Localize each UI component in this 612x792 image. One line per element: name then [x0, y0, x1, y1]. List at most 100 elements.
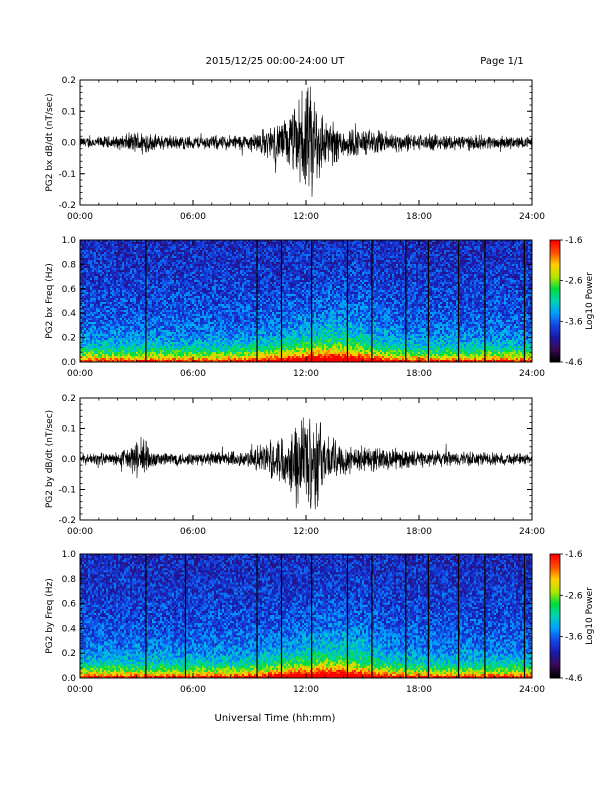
spectrogram-cell	[134, 242, 137, 245]
spectrogram-cell	[94, 278, 97, 281]
spectrogram-cell	[126, 246, 129, 249]
spectrogram-cell	[88, 354, 91, 357]
spectrogram-cell	[100, 254, 103, 257]
spectrogram-cell	[100, 348, 103, 351]
spectrogram-cell	[112, 300, 115, 303]
spectrogram-cell	[136, 292, 139, 295]
spectrogram-cell	[112, 298, 115, 301]
spectrogram-cell	[122, 304, 125, 307]
spectrogram-cell	[124, 276, 127, 279]
spectrogram-cell	[116, 306, 119, 309]
spectrogram-cell	[128, 316, 131, 319]
spectrogram-cell	[138, 312, 141, 315]
spectrogram-cell	[144, 246, 147, 249]
spectrogram-cell	[152, 338, 155, 341]
spectrogram-cell	[152, 252, 155, 255]
spectrogram-cell	[94, 332, 97, 335]
spectrogram-cell	[106, 246, 109, 249]
spectrogram-cell	[146, 338, 149, 341]
spectrogram-cell	[106, 320, 109, 323]
spectrogram-cell	[128, 312, 131, 315]
spectrogram-cell	[102, 266, 105, 269]
spectrogram-cell	[132, 252, 135, 255]
series-line	[79, 86, 533, 197]
spectrogram-cell	[88, 270, 91, 273]
spectrogram-cell	[134, 314, 137, 317]
spectrogram-cell	[94, 322, 97, 325]
spectrogram-cell	[80, 352, 83, 355]
spectrogram-cell	[100, 312, 103, 315]
spectrogram-cell	[100, 314, 103, 317]
spectrogram-cell	[104, 358, 107, 361]
spectrogram-cell	[118, 272, 121, 275]
spectrogram-cell	[150, 346, 153, 349]
spectrogram-cell	[136, 276, 139, 279]
spectrogram-cell	[98, 316, 101, 319]
spectrogram-cell	[84, 266, 87, 269]
spectrogram-cell	[104, 296, 107, 299]
spectrogram-cell	[86, 330, 89, 333]
spectrogram-cell	[124, 314, 127, 317]
spectrogram-cell	[94, 312, 97, 315]
spectrogram-cell	[92, 304, 95, 307]
spectrogram-cell	[136, 264, 139, 267]
spectrogram-cell	[112, 278, 115, 281]
spectrogram-cell	[146, 242, 149, 245]
spectrogram-cell	[144, 280, 147, 283]
spectrogram-cell	[110, 250, 113, 253]
spectrogram-cell	[110, 314, 113, 317]
spectrogram-cell	[86, 260, 89, 263]
spectrogram-cell	[108, 282, 111, 285]
spectrogram-cell	[88, 332, 91, 335]
spectrogram-cell	[114, 284, 117, 287]
spectrogram-cell	[80, 308, 83, 311]
spectrogram-cell	[124, 288, 127, 291]
spectrogram-cell	[124, 260, 127, 263]
spectrogram-cell	[124, 304, 127, 307]
spectrogram-cell	[90, 298, 93, 301]
spectrogram-cell	[108, 296, 111, 299]
spectrogram-cell	[104, 342, 107, 345]
spectrogram-cell	[110, 270, 113, 273]
spectrogram-cell	[144, 314, 147, 317]
spectrogram-cell	[138, 346, 141, 349]
spectrogram-cell	[146, 360, 149, 363]
spectrogram-cell	[94, 274, 97, 277]
spectrogram-cell	[144, 358, 147, 361]
spectrogram-cell	[106, 306, 109, 309]
spectrogram-cell	[82, 276, 85, 279]
spectrogram-cell	[156, 264, 159, 267]
spectrogram-cell	[118, 258, 121, 261]
spectrogram-cell	[126, 328, 129, 331]
spectrogram-cell	[152, 258, 155, 261]
spectrogram-cell	[140, 280, 143, 283]
spectrogram-cell	[114, 346, 117, 349]
spectrogram-cell	[132, 324, 135, 327]
spectrogram-cell	[148, 360, 151, 363]
spectrogram-cell	[112, 356, 115, 359]
spectrogram-cell	[134, 308, 137, 311]
spectrogram-cell	[148, 268, 151, 271]
spectrogram-cell	[138, 274, 141, 277]
spectrogram-cell	[116, 338, 119, 341]
spectrogram-cell	[102, 290, 105, 293]
spectrogram-cell	[136, 250, 139, 253]
spectrogram-cell	[106, 276, 109, 279]
spectrogram-cell	[128, 264, 131, 267]
spectrogram-cell	[154, 356, 157, 359]
spectrogram-cell	[98, 310, 101, 313]
spectrogram-cell	[86, 276, 89, 279]
spectrogram-cell	[138, 260, 141, 263]
spectrogram-cell	[144, 306, 147, 309]
spectrogram-cell	[138, 338, 141, 341]
spectrogram-cell	[96, 334, 99, 337]
spectrogram-cell	[122, 292, 125, 295]
spectrogram-cell	[134, 266, 137, 269]
spectrogram-cell	[112, 276, 115, 279]
spectrogram-cell	[88, 250, 91, 253]
spectrogram-cell	[156, 254, 159, 257]
spectrogram-cell	[104, 300, 107, 303]
spectrogram-cell	[94, 346, 97, 349]
spectrogram-cell	[124, 274, 127, 277]
spectrogram-cell	[142, 248, 145, 251]
